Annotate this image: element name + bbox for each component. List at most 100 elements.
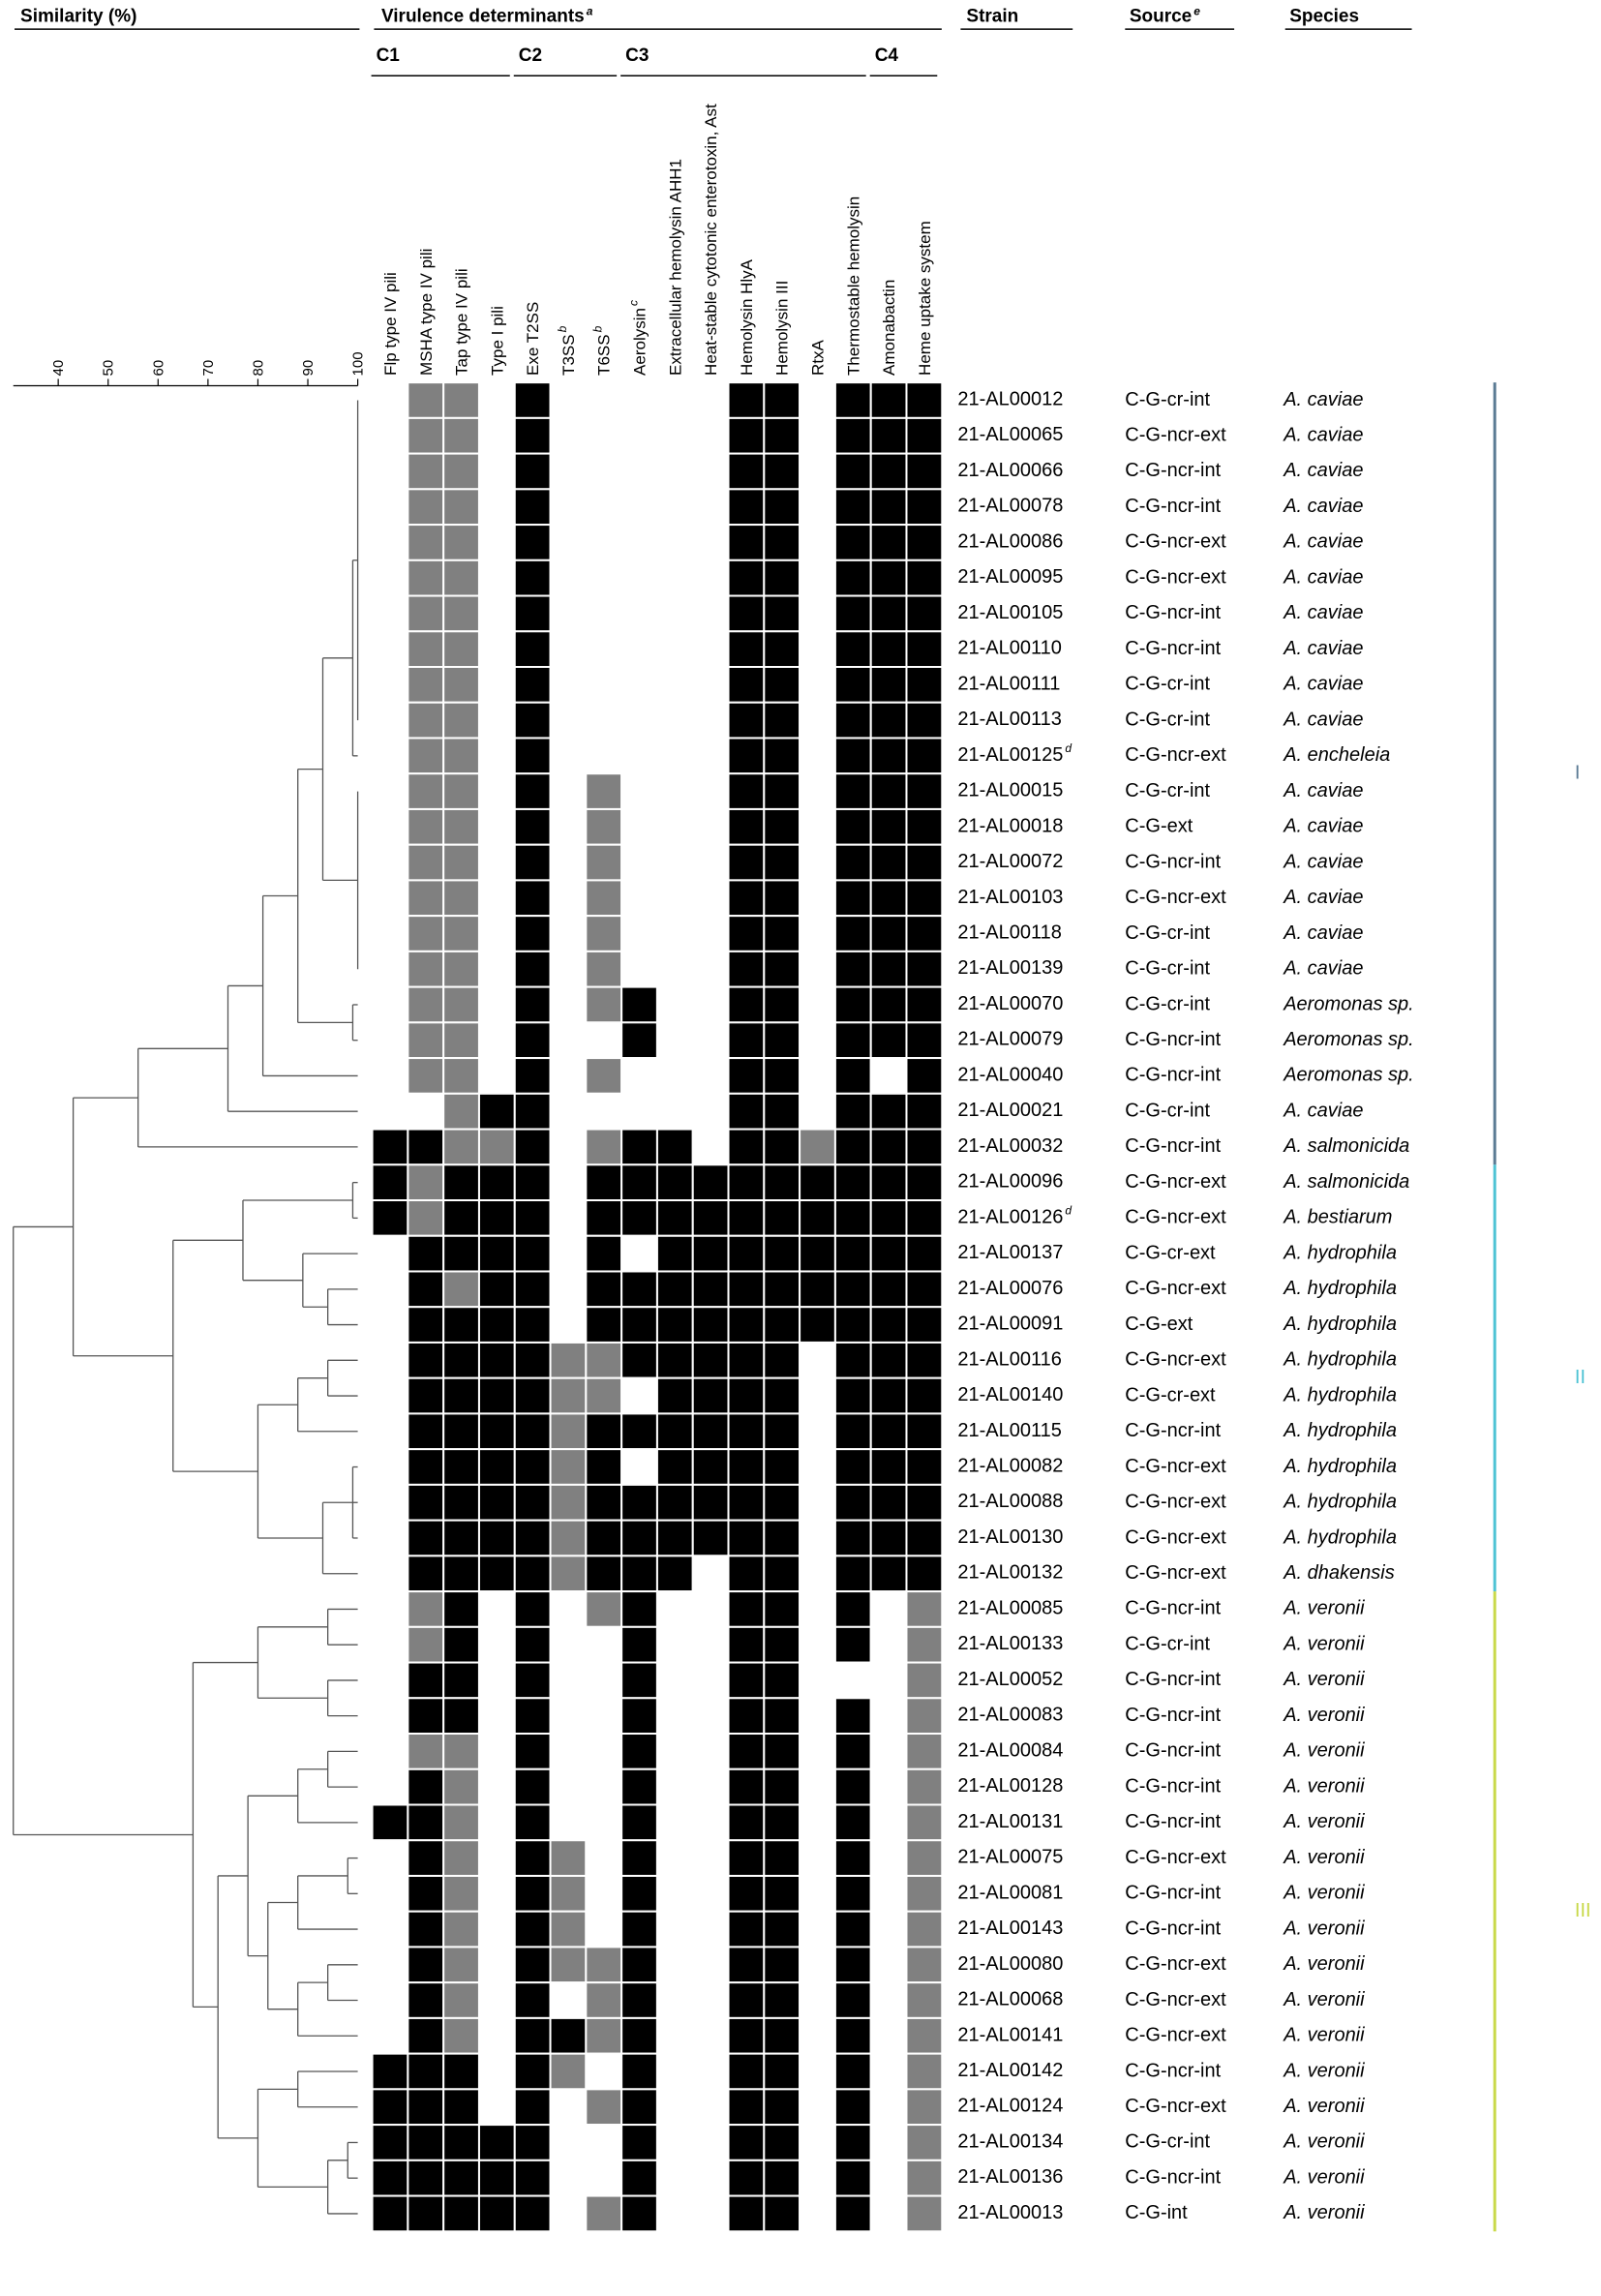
cell bbox=[549, 416, 588, 455]
cell bbox=[477, 1412, 516, 1451]
cell bbox=[371, 1803, 409, 1842]
cell bbox=[371, 1021, 409, 1060]
cell bbox=[799, 1021, 836, 1060]
source: C-G-cr-int bbox=[1125, 674, 1210, 695]
strain-text: 21-AL00126 bbox=[957, 1207, 1063, 1228]
strain: 21-AL00124 bbox=[957, 2096, 1063, 2117]
cell bbox=[799, 1519, 836, 1557]
cell bbox=[585, 950, 623, 988]
header: Virulence determinants a bbox=[381, 5, 593, 27]
cell bbox=[585, 630, 623, 669]
cell bbox=[655, 1946, 694, 1984]
cell bbox=[442, 1697, 480, 1736]
cell bbox=[833, 452, 872, 491]
cell bbox=[655, 559, 694, 597]
cell bbox=[513, 1661, 552, 1700]
cell bbox=[763, 1946, 801, 1984]
cell bbox=[477, 2088, 516, 2127]
header: Species bbox=[1289, 7, 1359, 27]
source: C-G-ncr-ext bbox=[1125, 1847, 1226, 1868]
cell bbox=[549, 915, 588, 952]
cell bbox=[727, 594, 766, 633]
strain: 21-AL00052 bbox=[957, 1669, 1063, 1690]
strain-text: 21-AL00111 bbox=[957, 674, 1060, 695]
source: C-G-cr-int bbox=[1125, 1100, 1210, 1121]
cell bbox=[620, 1341, 658, 1379]
cluster-label: I bbox=[1575, 762, 1581, 783]
cell bbox=[905, 1946, 944, 1984]
cell bbox=[799, 1128, 836, 1166]
cell bbox=[620, 1199, 658, 1237]
column-label-text: Tap type IV pili bbox=[453, 268, 471, 376]
species: A. hydrophila bbox=[1283, 1278, 1397, 1299]
cell bbox=[407, 1412, 445, 1451]
cell bbox=[869, 1910, 908, 1949]
species: A. veronii bbox=[1283, 1953, 1365, 1975]
strain-text: 21-AL00066 bbox=[957, 460, 1063, 481]
cell bbox=[799, 2016, 836, 2055]
cell bbox=[371, 1341, 409, 1379]
cell bbox=[371, 524, 409, 561]
cell bbox=[549, 1057, 588, 1095]
cell bbox=[585, 985, 623, 1024]
strain: 21-AL00084 bbox=[957, 1740, 1063, 1762]
cell bbox=[407, 1803, 445, 1842]
column-label-text: Type I pili bbox=[489, 306, 507, 376]
cell bbox=[371, 416, 409, 455]
cell bbox=[477, 1306, 516, 1344]
cell bbox=[620, 1519, 658, 1557]
cell bbox=[442, 1021, 480, 1060]
cell bbox=[905, 701, 944, 740]
cell bbox=[869, 1092, 908, 1131]
cell bbox=[869, 1733, 908, 1770]
cell bbox=[655, 915, 694, 952]
species: A. veronii bbox=[1283, 2096, 1365, 2117]
cell bbox=[833, 2124, 872, 2161]
tick-label: 60 bbox=[150, 360, 166, 377]
cell bbox=[549, 1625, 588, 1664]
strain: 21-AL00095 bbox=[957, 566, 1063, 588]
cell bbox=[799, 488, 836, 527]
cell bbox=[799, 630, 836, 669]
column-label: MSHA type IV pili bbox=[417, 249, 436, 376]
cell bbox=[549, 1697, 588, 1736]
cell bbox=[833, 488, 872, 527]
cell bbox=[727, 807, 766, 846]
cell bbox=[442, 807, 480, 846]
cell bbox=[691, 1341, 730, 1379]
cell bbox=[727, 488, 766, 527]
cell bbox=[905, 1697, 944, 1736]
cell bbox=[549, 1412, 588, 1451]
cell bbox=[620, 1021, 658, 1060]
cell bbox=[620, 1270, 658, 1309]
cell bbox=[549, 1661, 588, 1700]
cell bbox=[833, 1697, 872, 1736]
cell bbox=[585, 879, 623, 918]
source: C-G-ncr-ext bbox=[1125, 1278, 1226, 1299]
cell bbox=[585, 915, 623, 952]
species: A. veronii bbox=[1283, 1918, 1365, 1939]
cell bbox=[869, 2124, 908, 2161]
cell bbox=[691, 843, 730, 882]
cell bbox=[905, 1128, 944, 1166]
strain: 21-AL00105 bbox=[957, 602, 1063, 623]
cell bbox=[869, 630, 908, 669]
cell bbox=[620, 1092, 658, 1131]
cell bbox=[691, 1874, 730, 1913]
cell bbox=[833, 1874, 872, 1913]
cell bbox=[905, 1412, 944, 1451]
cell bbox=[763, 1057, 801, 1095]
cell bbox=[727, 1625, 766, 1664]
strain: 21-AL00130 bbox=[957, 1526, 1063, 1548]
cell bbox=[655, 1839, 694, 1877]
cell bbox=[869, 416, 908, 455]
cell bbox=[833, 772, 872, 810]
cell bbox=[371, 2124, 409, 2161]
cell bbox=[513, 1733, 552, 1770]
cell bbox=[655, 1697, 694, 1736]
cell bbox=[620, 1483, 658, 1522]
cell bbox=[477, 1946, 516, 1984]
source: C-G-cr-int bbox=[1125, 958, 1210, 980]
strain: 21-AL00134 bbox=[957, 2131, 1063, 2153]
cell bbox=[869, 1376, 908, 1415]
